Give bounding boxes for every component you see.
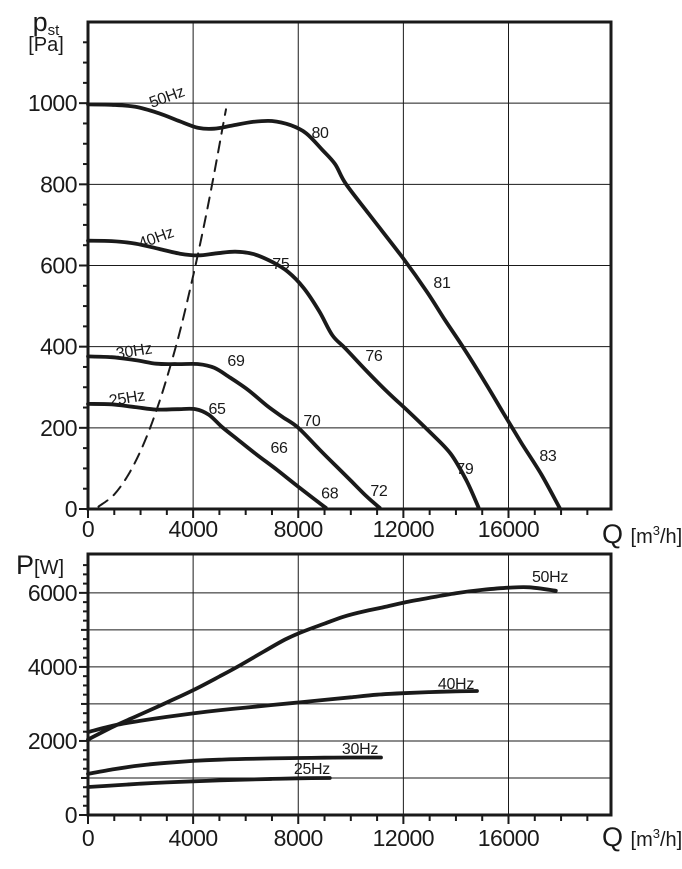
y-tick-label: 0 [65,496,77,522]
x-tick-label: 16000 [478,516,539,542]
x-tick-label: 4000 [169,825,218,851]
x-axis-title: Q [m3/h] [602,519,682,549]
y-tick-label: 400 [40,334,77,360]
x-tick-label: 0 [82,516,94,542]
point-label-79: 79 [456,461,474,478]
pressure-chart: 0 4000 8000 12000 16000 0 200 400 600 800 1000 50Hz… [28,7,682,549]
curve-30hz [86,755,383,776]
x-tick-label: 12000 [373,516,434,542]
point-label-65: 65 [208,401,226,418]
point-label-81: 81 [433,275,451,292]
curve-label-25hz: 25Hz [108,387,147,409]
y-axis-title: pst [33,7,61,39]
curve-40hz [86,689,479,734]
curve-50hz [86,585,558,742]
point-label-72: 72 [370,483,388,500]
power-chart: 0 4000 8000 12000 16000 0 2000 4000 6000 50Hz 40Hz… [16,550,682,852]
y-tick-label: 6000 [28,580,77,606]
y-tick-label: 200 [40,415,77,441]
x-axis-title: Q [m3/h] [602,822,682,852]
curve-label-40hz: 40Hz [438,676,474,693]
point-label-83: 83 [539,448,557,465]
curve-label-50hz: 50Hz [147,83,187,111]
curve-system-resistance-curve [97,108,227,508]
curve-25hz [86,776,332,789]
x-tick-label: 8000 [274,825,323,851]
y-tick-label: 0 [65,802,77,828]
point-label-66: 66 [270,440,288,457]
y-tick-label: 800 [40,171,77,197]
point-label-80: 80 [311,125,329,142]
curve-label-30hz: 30Hz [342,741,378,758]
curve-40hz [86,238,481,510]
y-tick-label: 600 [40,253,77,279]
y-axis-title: P[W] [16,550,64,580]
x-tick-label: 12000 [373,825,434,851]
curve-25hz [86,402,328,510]
curve-label-30hz: 30Hz [115,340,154,362]
point-label-68: 68 [321,486,339,503]
x-tick-label: 16000 [478,825,539,851]
curve-label-25hz: 25Hz [294,761,330,778]
curve-30hz [86,354,382,510]
curve-label-50hz: 50Hz [532,569,568,586]
plot-border [86,552,613,817]
point-label-76: 76 [365,348,383,365]
y-axis-unit: [Pa] [28,34,64,56]
y-tick-label: 2000 [28,728,77,754]
point-label-75: 75 [272,256,290,273]
curve-50hz [86,102,562,511]
point-label-70: 70 [303,413,321,430]
x-tick-label: 4000 [169,516,218,542]
x-tick-label: 0 [82,825,94,851]
y-tick-label: 1000 [28,90,77,116]
y-tick-label: 4000 [28,654,77,680]
point-label-69: 69 [227,353,245,370]
x-tick-label: 8000 [274,516,323,542]
plot-border [86,20,613,511]
